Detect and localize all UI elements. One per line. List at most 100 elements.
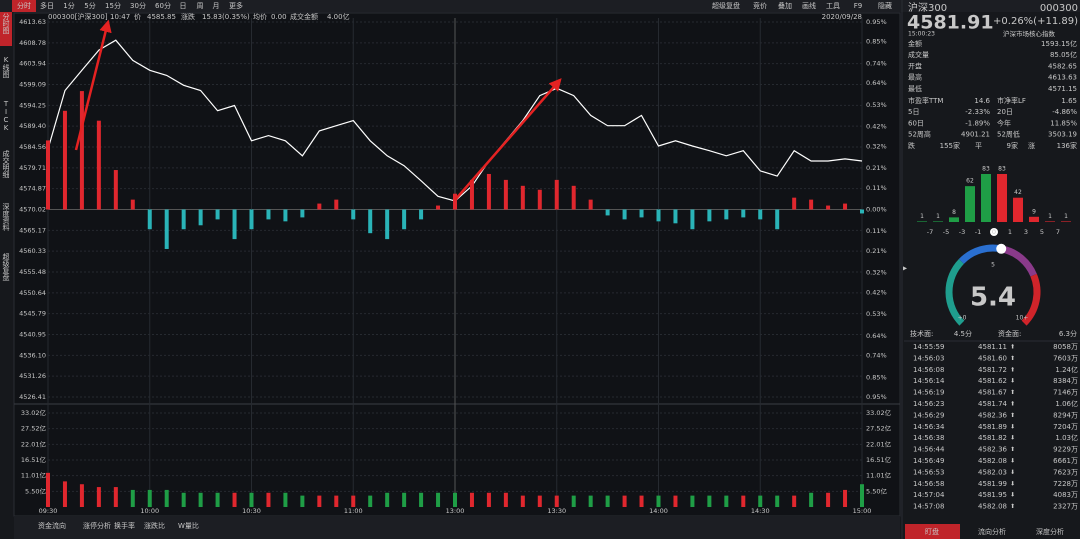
bottom-tab[interactable]: 流向分析: [978, 527, 1006, 536]
toolbar-tool[interactable]: 隐藏: [878, 1, 892, 10]
volume-tick-label: 33.02亿: [21, 408, 47, 417]
volume-bar: [809, 492, 814, 507]
toolbar-tab[interactable]: 周: [197, 2, 204, 10]
bottom-tab[interactable]: 盯盘: [925, 527, 939, 536]
volume-bar: [283, 492, 288, 507]
volume-bar: [436, 492, 441, 507]
volume-bar: [62, 481, 67, 507]
volume-bar: [334, 495, 339, 507]
volume-bar: [537, 495, 542, 507]
trade-time: 14:56:53: [913, 468, 944, 476]
change-bar: [436, 205, 441, 210]
indicator-tab[interactable]: 涨停分析: [83, 521, 111, 530]
volume-bar: [249, 492, 254, 507]
index-change: +0.26%(+11.89): [993, 16, 1078, 27]
stat-label: 成交量: [908, 50, 929, 59]
indicator-tab[interactable]: W量比: [178, 521, 199, 530]
gauge-arc: [1021, 273, 1041, 326]
toolbar-tab[interactable]: 30分: [130, 1, 146, 10]
toolbar-tab[interactable]: 15分: [105, 1, 121, 10]
ratio-value: -1.89%: [965, 119, 990, 127]
trade-volume: 4083万: [1053, 491, 1078, 499]
distribution-axis-label: 1: [1008, 228, 1012, 236]
indicator-tab[interactable]: 资金流向: [38, 521, 66, 530]
y-tick-label: 4594.25: [19, 101, 46, 109]
active-side-tab: [0, 12, 12, 46]
y2-tick-label: 0.21%: [866, 247, 887, 255]
y2-tick-label: 0.95%: [866, 393, 887, 401]
side-tab[interactable]: 成交明细: [2, 149, 10, 179]
change-bar: [232, 209, 237, 240]
gauge-arc: [945, 258, 965, 326]
volume-bar: [96, 487, 101, 507]
trade-volume: 7228万: [1053, 480, 1078, 488]
toolbar-tab[interactable]: 分时: [17, 1, 31, 10]
toolbar-tab[interactable]: 1分: [63, 1, 74, 10]
distribution-bar: [981, 174, 991, 222]
side-tab[interactable]: 超级复盘: [2, 252, 10, 281]
trade-time: 14:56:14: [913, 377, 945, 385]
collapse-arrow[interactable]: ▸: [903, 264, 907, 273]
y2-tick-label: 0.42%: [866, 123, 887, 131]
toolbar-tool[interactable]: 竞价: [753, 1, 767, 10]
gauge-min: +0: [958, 315, 967, 322]
distribution-label: 62: [966, 178, 974, 185]
side-tab[interactable]: 深度资料: [2, 202, 10, 232]
trade-arrow: ⬇: [1010, 469, 1015, 476]
toolbar-tab[interactable]: 5分: [84, 1, 95, 10]
toolbar-tool[interactable]: 画线: [802, 1, 816, 10]
change-bar: [385, 209, 390, 240]
stat-label: 最低: [908, 84, 922, 93]
toolbar-tab[interactable]: 月: [213, 2, 220, 10]
volume-bar: [724, 495, 729, 507]
toolbar-tool[interactable]: 超级复盘: [712, 1, 740, 10]
toolbar-tool[interactable]: 工具: [826, 2, 840, 10]
active-bottom-tab: [905, 524, 960, 539]
toolbar-tab[interactable]: 更多: [229, 1, 243, 10]
volume-tick-label: 5.50亿: [866, 486, 887, 495]
side-tab[interactable]: TICK: [2, 100, 10, 132]
distribution-label: 1: [1064, 213, 1068, 220]
y2-tick-label: 0.53%: [866, 310, 887, 318]
trade-price: 4582.36: [978, 411, 1007, 419]
toolbar-tool[interactable]: 叠加: [778, 1, 792, 10]
trade-volume: 7623万: [1053, 468, 1078, 476]
x-tick-label: 10:30: [242, 507, 261, 515]
volume-tick-label: 33.02亿: [866, 408, 892, 417]
change-bar: [724, 209, 729, 220]
trade-volume: 8058万: [1053, 343, 1078, 351]
volume-tick-label: 5.50亿: [25, 486, 46, 495]
toolbar-tool[interactable]: F9: [854, 2, 862, 10]
y-tick-label: 4599.09: [19, 81, 46, 89]
y-tick-label: 4589.40: [19, 122, 46, 130]
volume-tick-label: 27.52亿: [866, 424, 892, 433]
volume-tick-label: 22.01亿: [21, 439, 47, 448]
indicator-tab[interactable]: 换手率: [114, 521, 135, 530]
side-tab[interactable]: 分时图: [2, 12, 10, 35]
toolbar-tab[interactable]: 60分: [155, 1, 171, 10]
ratio-label: 20日: [997, 108, 1013, 116]
toolbar-tab[interactable]: 日: [180, 2, 187, 10]
side-tab[interactable]: K线图: [2, 56, 10, 79]
ratio-label: 市盈率TTM: [908, 96, 943, 105]
breadth-label: 跌: [908, 141, 915, 150]
trade-arrow: ⬆: [1010, 366, 1015, 373]
toolbar-tab[interactable]: 多日: [40, 1, 54, 10]
trade-arrow: ⬇: [1010, 458, 1015, 465]
bottom-tab[interactable]: 深度分析: [1036, 527, 1064, 536]
trade-price: 4581.95: [978, 491, 1007, 499]
volume-bar: [469, 492, 474, 507]
distribution-label: 8: [952, 209, 956, 216]
x-tick-label: 10:00: [140, 507, 159, 515]
change-bar: [554, 179, 559, 210]
y-tick-label: 4574.87: [19, 185, 46, 193]
y-tick-label: 4526.41: [19, 393, 46, 401]
indicator-tab[interactable]: 涨跌比: [144, 521, 165, 530]
chart-panel: [13, 12, 901, 517]
trade-arrow: ⬇: [1010, 435, 1015, 442]
trade-arrow: ⬆: [1010, 503, 1015, 510]
y-tick-label: 4603.94: [19, 60, 46, 68]
distribution-bar: [1013, 197, 1023, 222]
y2-tick-label: 0.11%: [866, 227, 887, 235]
trade-time: 14:56:03: [913, 354, 944, 362]
